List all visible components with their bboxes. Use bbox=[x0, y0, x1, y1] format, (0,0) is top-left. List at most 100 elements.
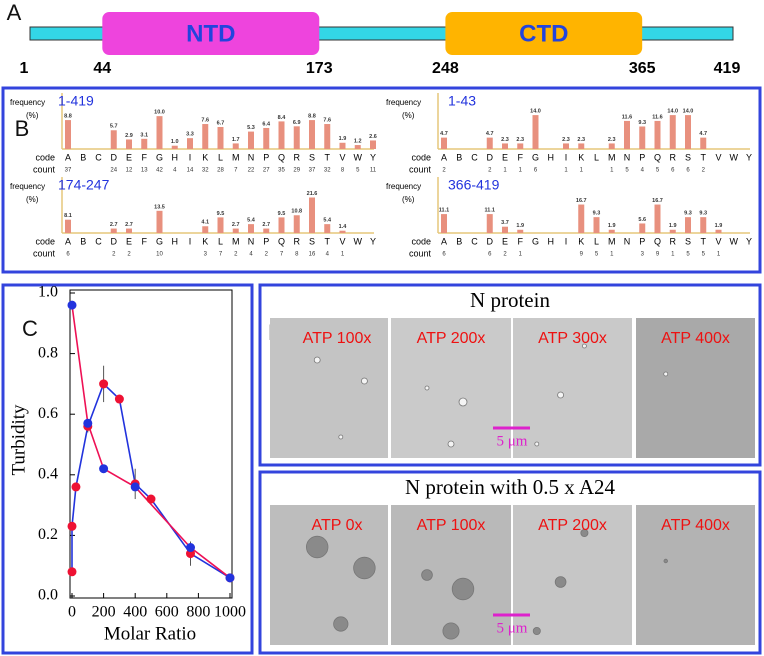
count-label: 1 bbox=[519, 252, 523, 258]
micrograph-title: N protein with 0.5 x A24 bbox=[405, 475, 615, 499]
bar bbox=[639, 126, 646, 149]
category-label: M bbox=[232, 236, 240, 246]
count-label: 4 bbox=[249, 252, 253, 258]
value-label: 14.0 bbox=[683, 109, 694, 115]
micrograph-label: ATP 100x bbox=[417, 517, 486, 534]
count-label: 2 bbox=[234, 252, 238, 258]
category-label: Q bbox=[278, 236, 285, 246]
chart-title: 366-419 bbox=[448, 177, 500, 193]
droplet bbox=[442, 622, 460, 640]
x-tick-label: 600 bbox=[155, 604, 179, 621]
droplet bbox=[663, 558, 668, 564]
bar bbox=[532, 115, 539, 149]
value-label: 11.6 bbox=[622, 114, 632, 120]
domain-name: NTD bbox=[186, 20, 235, 47]
droplet bbox=[554, 576, 567, 588]
bar bbox=[685, 115, 691, 149]
count-label: 4 bbox=[326, 252, 330, 258]
data-point bbox=[114, 394, 124, 404]
droplet bbox=[451, 577, 475, 601]
micrograph bbox=[636, 505, 755, 645]
droplet bbox=[306, 535, 329, 559]
count-label: 11 bbox=[370, 168, 377, 174]
bar bbox=[232, 143, 239, 149]
row-label: count bbox=[409, 248, 432, 258]
value-label: 8.8 bbox=[64, 114, 72, 120]
bar bbox=[110, 130, 117, 149]
category-label: W bbox=[730, 236, 739, 246]
category-label: G bbox=[156, 152, 163, 162]
series-line bbox=[71, 382, 231, 579]
value-label: 1.9 bbox=[339, 136, 347, 142]
bar bbox=[126, 139, 132, 149]
panel-label: B bbox=[15, 116, 30, 141]
droplet bbox=[333, 616, 349, 632]
category-label: N bbox=[624, 236, 631, 246]
micrograph-label: ATP 400x bbox=[661, 517, 730, 534]
bar bbox=[171, 145, 178, 149]
count-label: 1 bbox=[671, 252, 675, 258]
value-label: 5.7 bbox=[110, 124, 118, 130]
micrograph bbox=[391, 505, 511, 645]
value-label: 9.5 bbox=[217, 211, 225, 217]
value-label: 2.3 bbox=[608, 137, 616, 143]
plot-frame bbox=[69, 289, 233, 599]
category-label: K bbox=[202, 236, 208, 246]
value-label: 11.6 bbox=[652, 114, 662, 120]
category-label: Y bbox=[746, 152, 752, 162]
category-label: Q bbox=[654, 152, 661, 162]
data-point bbox=[146, 494, 156, 504]
category-label: F bbox=[518, 236, 524, 246]
count-label: 32 bbox=[324, 168, 331, 174]
category-label: C bbox=[471, 236, 478, 246]
value-label: 3.3 bbox=[186, 132, 194, 138]
y-tick-label: 0.4 bbox=[38, 465, 58, 482]
residue-label: 44 bbox=[93, 60, 111, 77]
bar bbox=[309, 197, 315, 233]
count-label: 29 bbox=[293, 168, 300, 174]
row-label: count bbox=[33, 248, 56, 258]
bar bbox=[187, 138, 193, 149]
value-label: 3.7 bbox=[501, 220, 509, 226]
category-label: Y bbox=[370, 236, 376, 246]
category-label: T bbox=[325, 236, 331, 246]
count-label: 7 bbox=[219, 252, 223, 258]
count-label: 42 bbox=[156, 168, 163, 174]
category-label: E bbox=[126, 236, 132, 246]
value-label: 8.1 bbox=[64, 213, 72, 219]
category-label: N bbox=[248, 152, 255, 162]
count-label: 2 bbox=[503, 252, 507, 258]
bar bbox=[639, 223, 646, 233]
bar bbox=[324, 124, 331, 149]
value-label: 4.1 bbox=[201, 220, 209, 226]
category-label: D bbox=[487, 236, 494, 246]
bar bbox=[141, 138, 148, 149]
count-label: 1 bbox=[341, 252, 345, 258]
value-label: 2.3 bbox=[516, 137, 524, 143]
bar bbox=[486, 137, 493, 149]
category-label: P bbox=[639, 236, 645, 246]
value-label: 2.3 bbox=[562, 137, 570, 143]
count-label: 2 bbox=[127, 252, 131, 258]
category-label: T bbox=[701, 236, 707, 246]
value-label: 1.9 bbox=[608, 223, 616, 229]
count-label: 7 bbox=[234, 168, 238, 174]
bar bbox=[202, 124, 209, 149]
category-label: G bbox=[532, 236, 539, 246]
category-label: T bbox=[325, 152, 331, 162]
count-label: 1 bbox=[610, 168, 614, 174]
data-point bbox=[83, 418, 93, 428]
bar bbox=[339, 230, 346, 233]
value-label: 21.6 bbox=[307, 191, 318, 197]
bar bbox=[263, 127, 270, 149]
count-label: 9 bbox=[580, 252, 584, 258]
category-label: E bbox=[502, 152, 508, 162]
category-label: F bbox=[518, 152, 524, 162]
bar bbox=[700, 137, 707, 149]
category-label: W bbox=[730, 152, 739, 162]
micrograph bbox=[513, 318, 632, 458]
bar bbox=[339, 142, 346, 149]
micrograph bbox=[270, 318, 388, 458]
category-label: K bbox=[578, 152, 584, 162]
